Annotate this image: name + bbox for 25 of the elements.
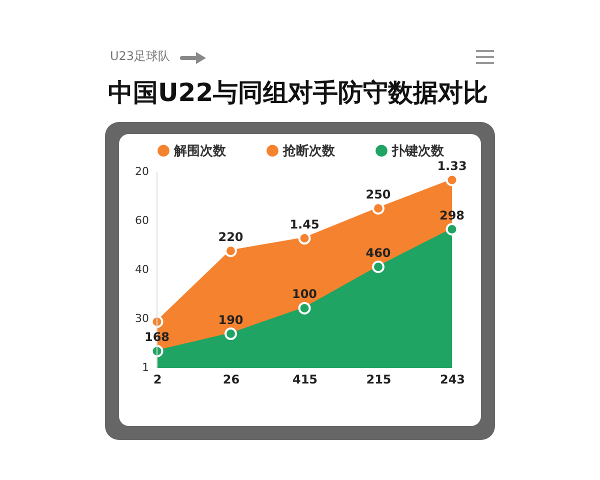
x-tick-label: 215	[366, 372, 392, 386]
x-tick-label: 2	[153, 372, 162, 386]
x-tick-label: 26	[222, 372, 240, 386]
chart-title: 中国U22与同组对手防守数据对比	[108, 77, 488, 109]
annotation: 460	[366, 246, 391, 260]
annotation: 1.45	[290, 217, 320, 232]
annotation: 40	[135, 263, 149, 276]
annotation: 220	[218, 230, 244, 244]
legend-label: 扑键次数	[391, 144, 445, 159]
point	[372, 260, 384, 274]
point	[298, 302, 311, 314]
annotation: 100	[292, 287, 318, 302]
annotation: 190	[218, 312, 244, 327]
annotation: 1.33	[437, 159, 467, 173]
annotation: 60	[135, 214, 149, 227]
x-tick-label: 415	[292, 372, 318, 386]
legend-label: 解围次数	[173, 144, 227, 159]
x-tick-label: 243	[440, 372, 466, 386]
annotation: 1	[142, 361, 149, 374]
chart-subtitle: U23足球队	[110, 48, 170, 65]
annotation: 250	[366, 187, 391, 202]
point	[224, 328, 237, 340]
annotation: 30	[135, 312, 149, 325]
legend-label: 抢断次数	[282, 144, 336, 159]
text: 20	[135, 165, 149, 178]
